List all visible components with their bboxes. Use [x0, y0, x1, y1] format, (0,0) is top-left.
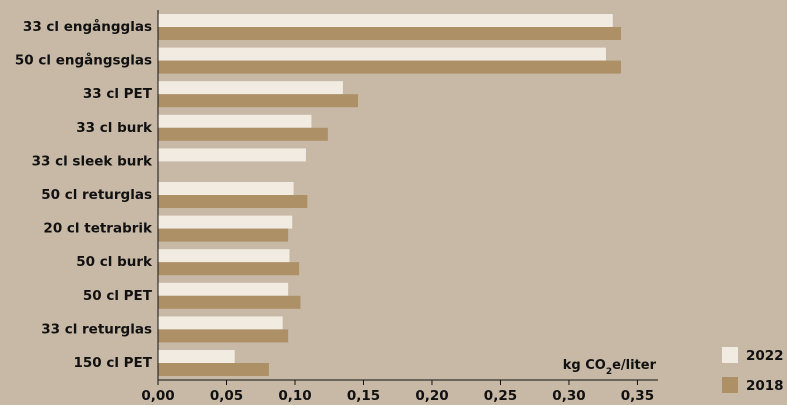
x-tick-label: 0,20 [415, 388, 448, 404]
bar-2018-8 [158, 295, 301, 309]
x-tick-label: 0,25 [484, 388, 517, 404]
x-axis-ticks: 0,00 0,05 0,10 0,15 0,20 0,25 0,30 0,35 [141, 380, 654, 404]
x-tick-label: 0,10 [278, 388, 311, 404]
bar-2022-7 [158, 249, 290, 263]
category-label: 50 cl burk [76, 254, 153, 270]
bar-2018-3 [158, 127, 328, 141]
bar-2022-2 [158, 81, 343, 95]
category-label: 50 cl returglas [41, 187, 152, 203]
unit-prefix: kg CO [563, 358, 606, 373]
bar-2018-5 [158, 195, 308, 208]
bar-2022-10 [158, 350, 235, 363]
bar-2018-2 [158, 94, 358, 108]
unit-subscript: 2 [606, 367, 612, 377]
bar-2022-5 [158, 182, 294, 195]
bar-2022-9 [158, 316, 283, 330]
legend-swatch-2022 [722, 347, 738, 363]
category-label: 33 cl burk [76, 120, 153, 136]
legend-swatch-2018 [722, 377, 738, 393]
x-tick-label: 0,15 [347, 388, 380, 404]
x-tick-label: 0,00 [141, 388, 174, 404]
category-label: 33 cl returglas [41, 321, 152, 337]
bars-layer [158, 14, 622, 376]
x-tick-label: 0,35 [621, 388, 654, 404]
category-label: 20 cl tetrabrik [43, 221, 153, 237]
category-label: 50 cl engångsglas [15, 52, 152, 69]
category-label: 33 cl engångglas [23, 18, 152, 35]
bar-2022-6 [158, 215, 293, 229]
unit-suffix: e/liter [612, 358, 657, 373]
x-axis-unit-label: kg CO2e/liter [563, 358, 657, 377]
category-label: 50 cl PET [83, 288, 153, 304]
category-labels: 33 cl engångglas 50 cl engångsglas 33 cl P… [15, 18, 153, 371]
legend: 2022 2018 [722, 347, 784, 394]
bar-2022-3 [158, 114, 312, 128]
category-label: 33 cl PET [83, 86, 153, 102]
x-tick-label: 0,05 [210, 388, 243, 404]
bar-2018-6 [158, 228, 289, 242]
legend-label-2022: 2022 [746, 348, 784, 364]
bar-2022-4 [158, 148, 306, 162]
category-label: 33 cl sleek burk [32, 153, 153, 169]
bar-2022-0 [158, 14, 613, 27]
bar-2022-8 [158, 282, 289, 296]
bar-2018-10 [158, 363, 269, 376]
bar-2018-0 [158, 27, 622, 40]
bar-2018-7 [158, 262, 300, 276]
bar-2018-9 [158, 329, 289, 343]
bar-2022-1 [158, 47, 606, 61]
legend-label-2018: 2018 [746, 378, 784, 394]
category-label: 150 cl PET [73, 355, 152, 371]
bar-2018-1 [158, 60, 622, 74]
x-tick-label: 0,30 [552, 388, 585, 404]
